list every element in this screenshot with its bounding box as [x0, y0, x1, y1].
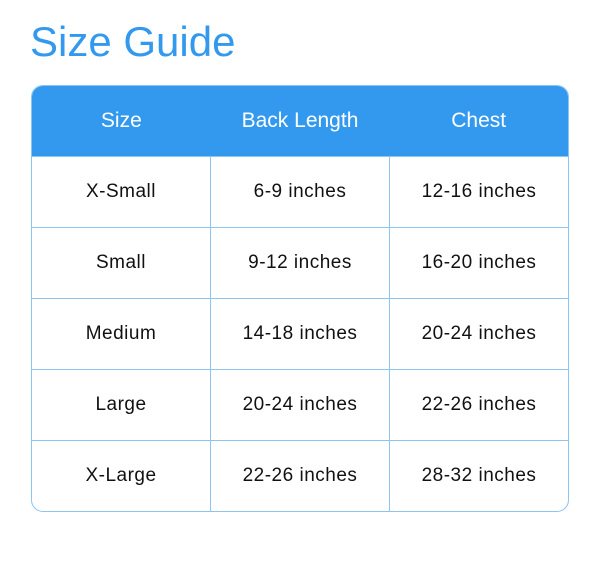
cell-chest: 20-24 inches [389, 299, 568, 369]
table-row: Medium 14-18 inches 20-24 inches [32, 298, 568, 369]
table-row: X-Small 6-9 inches 12-16 inches [32, 156, 568, 227]
page-title: Size Guide [30, 18, 236, 65]
cell-size: X-Small [85, 181, 156, 202]
cell-size: Medium [85, 323, 157, 344]
cell-back-length: 20-24 inches [210, 370, 389, 440]
cell-chest: 28-32 inches [389, 441, 568, 511]
cell-size: Large [95, 394, 147, 415]
cell-size: X-Large [85, 465, 157, 486]
cell-chest: 22-26 inches [389, 370, 568, 440]
cell-back-length: 22-26 inches [210, 441, 389, 511]
cell-size: Small [95, 252, 146, 273]
header-chest: Chest [451, 109, 507, 132]
cell-chest: 16-20 inches [389, 228, 568, 298]
table-row: X-Large 22-26 inches 28-32 inches [32, 440, 568, 511]
cell-back-length: 14-18 inches [210, 299, 389, 369]
header-size: Size [100, 109, 142, 132]
size-table: Size Back Length Chest X-Small 6-9 inche… [31, 85, 569, 512]
table-row: Small 9-12 inches 16-20 inches [32, 227, 568, 298]
table-row: Large 20-24 inches 22-26 inches [32, 369, 568, 440]
cell-back-length: 9-12 inches [210, 228, 389, 298]
header-back-length: Back Length [241, 109, 359, 132]
table-header: Size Back Length Chest [32, 86, 568, 156]
cell-chest: 12-16 inches [389, 157, 568, 227]
cell-back-length: 6-9 inches [210, 157, 389, 227]
